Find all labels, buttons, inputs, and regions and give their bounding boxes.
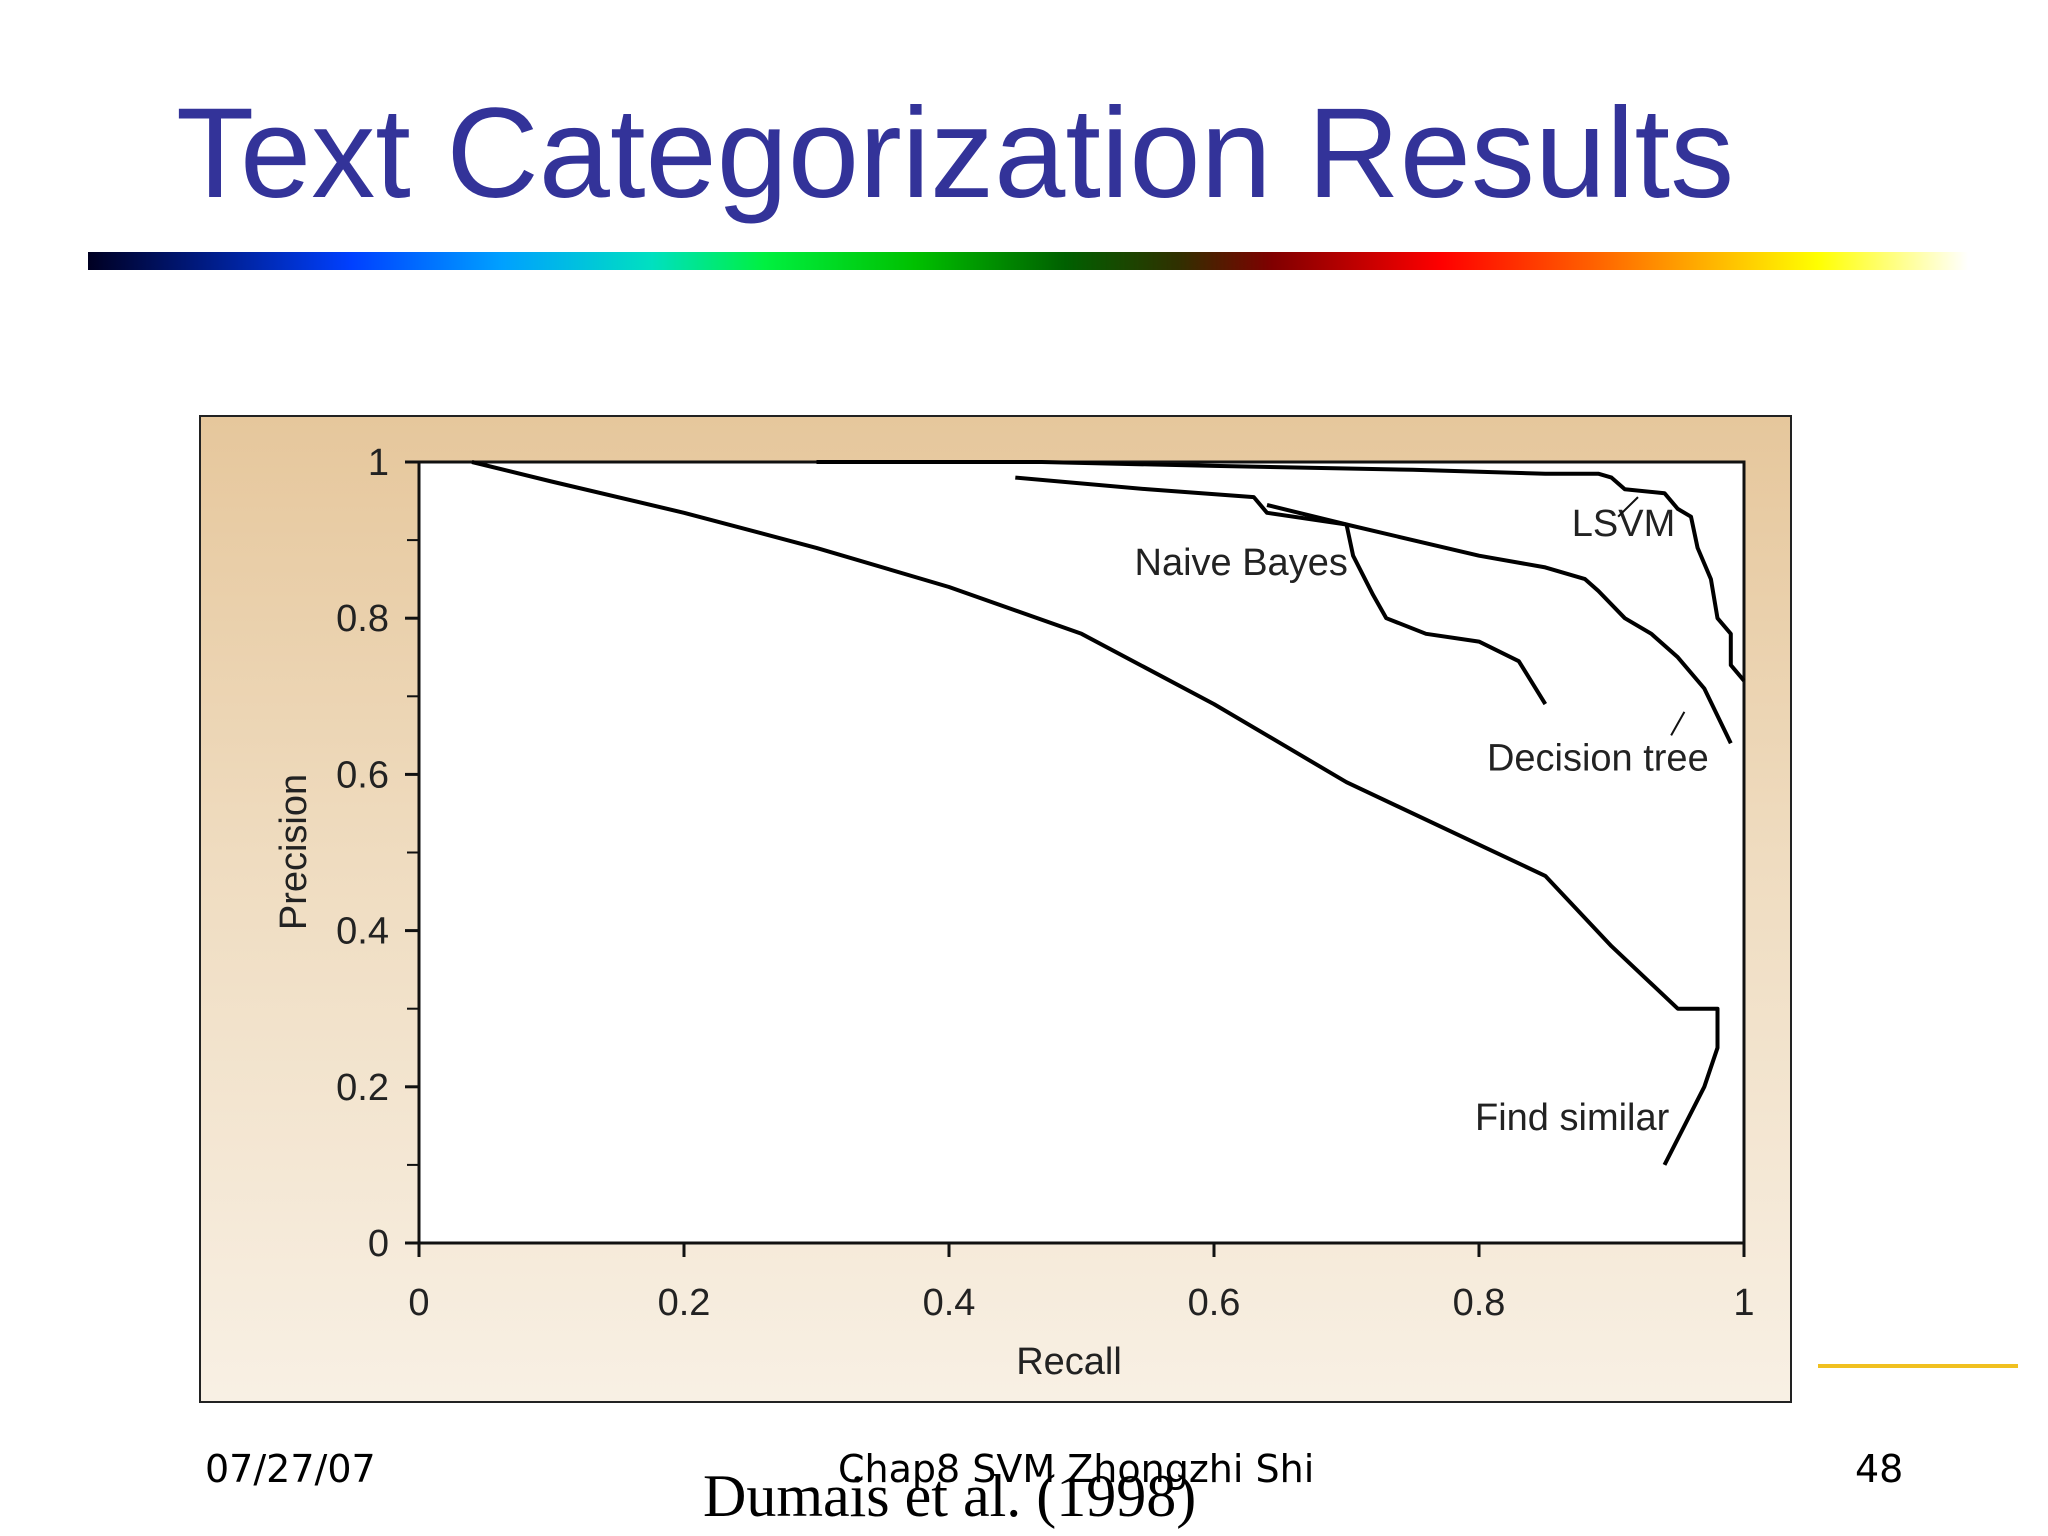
x-axis-label: Recall (1016, 1341, 1122, 1383)
leader-line (1617, 496, 1639, 518)
x-tick-label: 0.6 (1188, 1282, 1241, 1324)
y-tick-label: 0 (368, 1223, 389, 1265)
x-tick-label: 0.2 (658, 1282, 711, 1324)
series-line-find-similar (471, 460, 1720, 1166)
accent-line (1818, 1364, 2018, 1368)
label-find-similar: Find similar (1475, 1097, 1670, 1139)
axes: 0 0.2 0.4 0.6 0.8 1 0 0.2 0.4 0.6 0.8 1 (336, 442, 1754, 1324)
y-tick-label: 0.6 (336, 754, 389, 796)
y-tick-label: 0.8 (336, 598, 389, 640)
chart-figure: 0 0.2 0.4 0.6 0.8 1 0 0.2 0.4 0.6 0.8 1 LSVM Naive B… (199, 415, 1792, 1403)
label-naive-bayes: Naive Bayes (1135, 542, 1348, 584)
x-tick-label: 0.4 (923, 1282, 976, 1324)
precision-recall-chart: 0 0.2 0.4 0.6 0.8 1 0 0.2 0.4 0.6 0.8 1 LSVM Naive B… (273, 442, 1755, 1383)
footer-center: Chap8 SVM Zhongzhi Shi (838, 1447, 1315, 1491)
y-tick-label: 0.4 (336, 911, 389, 953)
label-lsvm: LSVM (1572, 503, 1675, 545)
slide-title: Text Categorization Results (176, 82, 1735, 225)
page-number: 48 (1855, 1447, 1904, 1491)
leader-line (1670, 711, 1686, 736)
plot-area (417, 460, 1746, 1245)
series-line-lsvm (816, 460, 1746, 682)
label-decision-tree: Decision tree (1487, 737, 1709, 779)
x-tick-label: 1 (1733, 1282, 1754, 1324)
series-lines (471, 460, 1746, 1166)
y-tick-label: 0.2 (336, 1067, 389, 1109)
x-tick-label: 0 (408, 1282, 429, 1324)
x-tick-label: 0.8 (1453, 1282, 1506, 1324)
title-underline-gradient (88, 252, 1968, 270)
citation: Dumais et al. (1998) (703, 1463, 1197, 1529)
series-line-decision-tree (1266, 503, 1733, 745)
y-axis-label: Precision (273, 774, 315, 930)
footer-date: 07/27/07 (205, 1447, 376, 1491)
series-labels: LSVM Naive Bayes Decision tree Find similar (1135, 496, 1709, 1139)
series-line-naive-bayes (1015, 475, 1548, 706)
y-tick-label: 1 (368, 442, 389, 484)
